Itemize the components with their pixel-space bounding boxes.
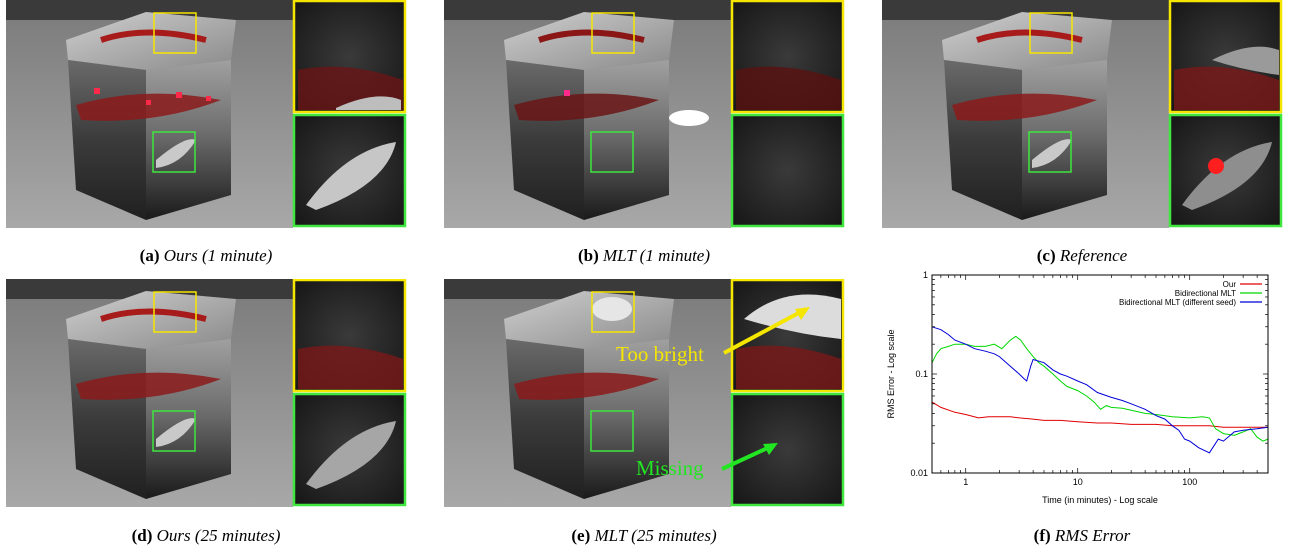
x-tick-label: 10 [1073, 477, 1083, 487]
arrow-missing [721, 443, 775, 471]
red-dot-marker [1208, 158, 1224, 174]
y-tick-label: 1 [923, 270, 928, 280]
zoom-box-top [153, 12, 197, 54]
panel-a-render [6, 0, 407, 228]
y-axis-label: RMS Error - Log scale [886, 329, 896, 418]
y-tick-label: 0.01 [910, 468, 928, 478]
caption-a: (a) Ours (1 minute) [6, 246, 406, 266]
caption-a-text: Ours (1 minute) [163, 246, 273, 265]
caption-f: (f) RMS Error [882, 526, 1282, 546]
x-tick-label: 100 [1182, 477, 1197, 487]
caption-b-label: (b) [577, 246, 599, 265]
series-line-3 [931, 326, 1269, 454]
caption-e: (e) MLT (25 minutes) [444, 526, 844, 546]
zoom-box-bottom [152, 131, 196, 173]
series-line-2 [931, 335, 1269, 442]
caption-e-label: (e) [571, 526, 591, 545]
caption-f-label: (f) [1033, 526, 1051, 545]
panel-d-render [6, 278, 407, 507]
cube-top [66, 12, 236, 70]
legend-label: Bidirectional MLT [1175, 289, 1236, 298]
caption-b-text: MLT (1 minute) [603, 246, 711, 265]
caption-b: (b) MLT (1 minute) [444, 246, 844, 266]
caption-c: (c) Reference [882, 246, 1282, 266]
annotation-missing: Missing [636, 456, 704, 480]
annotation-too-bright: Too bright [616, 342, 704, 366]
caption-c-label: (c) [1036, 246, 1056, 265]
panel-b-render [444, 0, 845, 228]
caption-d-label: (d) [131, 526, 153, 545]
caption-d-text: Ours (25 minutes) [156, 526, 281, 545]
caption-e-text: MLT (25 minutes) [594, 526, 717, 545]
panel-f-chart: 1 10 100 1 0.1 0.01 Our Bidirectional MLT Bidir… [882, 268, 1282, 513]
y-tick-label: 0.1 [915, 369, 928, 379]
panel-c-render [882, 0, 1283, 228]
x-tick-label: 1 [963, 477, 968, 487]
x-axis-label: Time (in minutes) - Log scale [1042, 495, 1158, 505]
caption-d: (d) Ours (25 minutes) [6, 526, 406, 546]
caption-c-text: Reference [1059, 246, 1128, 265]
legend-label: Our [1223, 280, 1237, 289]
legend-label: Bidirectional MLT (different seed) [1119, 298, 1236, 307]
series-line-1 [931, 401, 1268, 428]
arrow-too-bright [723, 307, 807, 355]
panel-e-render: Too bright Missing [444, 278, 845, 507]
caption-f-text: RMS Error [1054, 526, 1131, 545]
caption-a-label: (a) [139, 246, 160, 265]
